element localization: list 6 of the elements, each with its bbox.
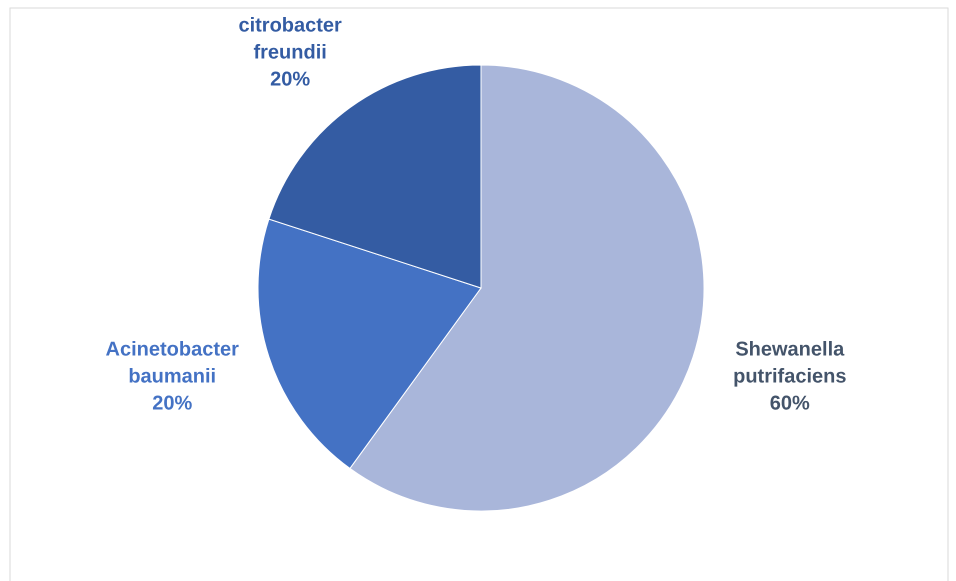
slice-label: citrobacter freundii	[238, 14, 342, 64]
data-label: 20%	[270, 68, 310, 91]
slice-label: Acinetobacter baumanii	[106, 338, 240, 388]
data-label: 60%	[770, 392, 810, 415]
data-label: 20%	[152, 392, 192, 415]
slice-label: Shewanella putrifaciens	[733, 338, 846, 388]
